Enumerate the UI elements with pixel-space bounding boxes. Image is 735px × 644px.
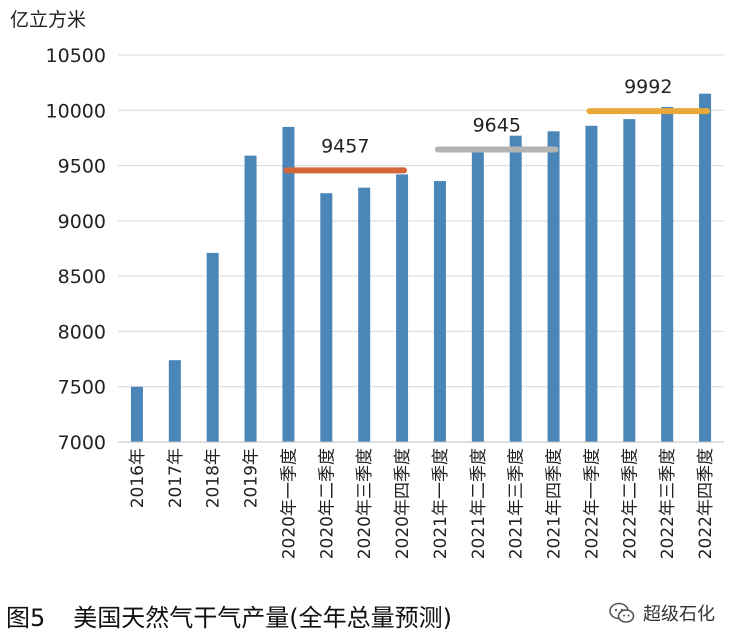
average-lines: 9457 9645 9992 <box>283 76 711 174</box>
bar <box>168 360 181 442</box>
watermark-text: 超级石化 <box>643 604 715 625</box>
x-tick-label: 2018年 <box>204 448 224 508</box>
bar <box>282 126 295 442</box>
x-tick-label: 2020年二季度 <box>317 448 337 559</box>
y-tick-label: 10500 <box>46 45 106 67</box>
y-tick-label: 8500 <box>58 266 106 288</box>
y-tick-label: 9500 <box>58 156 106 178</box>
x-tick-label: 2019年 <box>242 448 262 508</box>
bar <box>244 155 257 442</box>
watermark: 超级石化 <box>609 600 715 626</box>
average-label: 9457 <box>321 135 369 157</box>
x-tick-labels: 2016年 2017年 2018年 2019年 2020年一季度 2020年二季度 2020… <box>128 448 716 559</box>
x-tick-label: 2022年二季度 <box>620 448 640 559</box>
y-tick-label: 8000 <box>58 321 106 343</box>
figure-caption: 图5 美国天然气干气产量(全年总量预测) <box>6 598 452 633</box>
bars <box>130 93 712 443</box>
figure-title: 美国天然气干气产量(全年总量预测) <box>73 604 453 632</box>
y-tick-labels: 7000 7500 8000 8500 9000 9500 10000 10500 <box>46 45 106 454</box>
bar <box>433 181 446 442</box>
x-tick-label: 2021年三季度 <box>507 448 527 559</box>
x-tick-label: 2020年一季度 <box>279 448 299 559</box>
y-tick-label: 10000 <box>46 100 106 122</box>
x-tick-label: 2022年三季度 <box>658 448 678 559</box>
bar <box>396 174 409 442</box>
bar <box>661 106 674 443</box>
y-tick-label: 7000 <box>58 432 106 454</box>
x-tick-label: 2022年四季度 <box>696 448 716 559</box>
x-tick-label: 2020年三季度 <box>355 448 375 559</box>
x-tick-label: 2017年 <box>166 448 186 508</box>
bar <box>623 119 636 442</box>
bar <box>471 150 484 442</box>
wechat-icon <box>609 602 635 623</box>
y-tick-label: 7500 <box>58 377 106 399</box>
average-label: 9645 <box>473 115 521 137</box>
bar <box>547 131 560 442</box>
bar <box>206 252 219 442</box>
bar <box>585 125 598 442</box>
x-tick-label: 2022年一季度 <box>582 448 602 559</box>
gridlines <box>118 54 724 443</box>
x-tick-label: 2021年四季度 <box>545 448 565 559</box>
average-label: 9992 <box>624 76 672 98</box>
figure-number: 图5 <box>6 604 46 632</box>
x-tick-label: 2016年 <box>128 448 148 508</box>
bar <box>130 386 143 442</box>
x-tick-label: 2021年一季度 <box>431 448 451 559</box>
bar <box>699 93 712 442</box>
x-tick-label: 2021年二季度 <box>469 448 489 559</box>
bar <box>358 187 371 442</box>
bar <box>509 135 522 442</box>
x-tick-label: 2020年四季度 <box>393 448 413 559</box>
y-axis-label: 亿立方米 <box>10 9 86 31</box>
bar <box>320 193 333 442</box>
y-tick-label: 9000 <box>58 211 106 233</box>
